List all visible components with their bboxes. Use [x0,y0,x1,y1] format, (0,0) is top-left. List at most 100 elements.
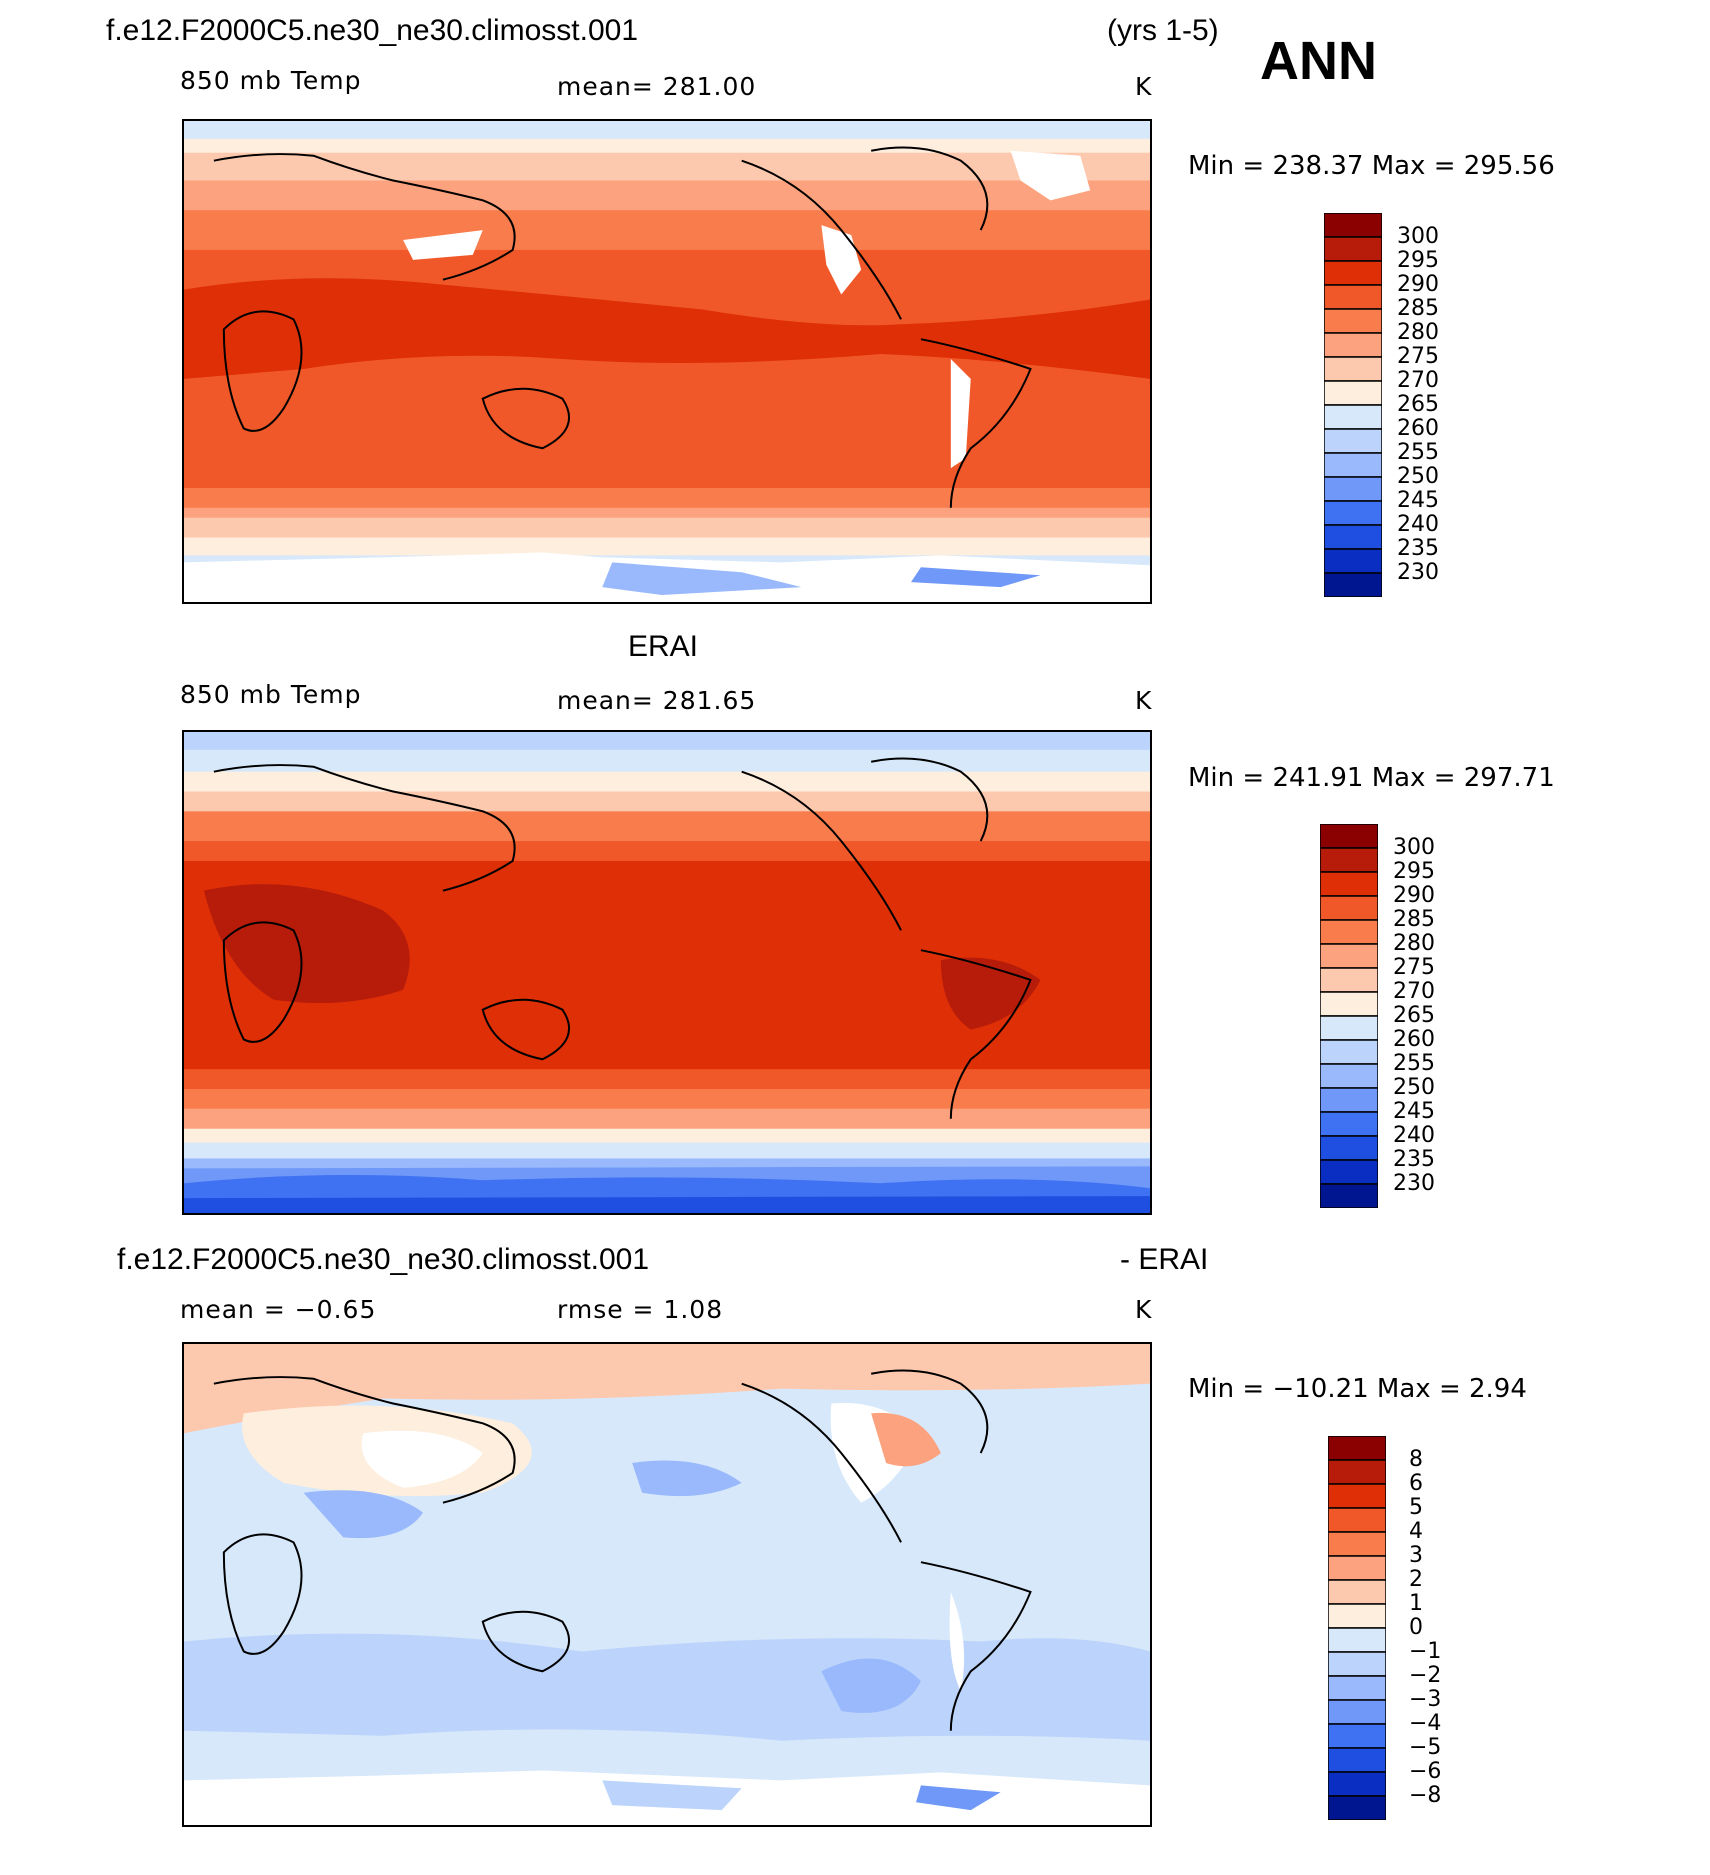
colorbar-tick-label: −2 [1409,1663,1442,1688]
colorbar-tick-label: 4 [1409,1519,1423,1544]
panel3-title-right: - ERAI [1120,1243,1209,1276]
colorbar-tick-label: 245 [1393,1099,1435,1124]
colorbar-tick-label: 295 [1393,859,1435,884]
panel1-colorbar-svg [1324,213,1382,597]
panel2-map [182,730,1152,1215]
colorbar-tick-label: 280 [1397,320,1439,345]
panel1-mean-label: mean= 281.00 [557,72,757,101]
colorbar-tick-label: 250 [1393,1075,1435,1100]
colorbar-segment [1324,213,1382,238]
colorbar-tick-label: 3 [1409,1543,1423,1568]
panel2-colorbar-svg [1320,824,1378,1208]
colorbar-tick-label: 290 [1393,883,1435,908]
colorbar-segment [1328,1483,1386,1509]
panel2-units: K [1135,686,1153,715]
colorbar-tick-label: 260 [1393,1027,1435,1052]
colorbar-segment [1320,824,1378,849]
colorbar-segment [1328,1507,1386,1533]
panel3-colorbar-svg [1328,1436,1386,1820]
colorbar-tick-label: 0 [1409,1615,1423,1640]
colorbar-segment [1320,1063,1378,1089]
colorbar-segment [1328,1747,1386,1773]
colorbar-segment [1328,1795,1386,1820]
panel1-left-label: 850 mb Temp [180,66,362,95]
colorbar-segment [1320,991,1378,1017]
colorbar-segment [1328,1771,1386,1797]
panel3-rmse-label: rmse = 1.08 [557,1295,724,1324]
panel2-left-label: 850 mb Temp [180,680,362,709]
colorbar-tick-label: 230 [1393,1171,1435,1196]
colorbar-segment [1324,404,1382,430]
colorbar-tick-label: 260 [1397,416,1439,441]
colorbar-segment [1324,236,1382,262]
colorbar-segment [1320,871,1378,897]
colorbar-tick-label: 8 [1409,1447,1423,1472]
colorbar-segment [1320,1039,1378,1065]
colorbar-tick-label: 255 [1393,1051,1435,1076]
colorbar-tick-label: 295 [1397,248,1439,273]
panel3-map [182,1342,1152,1827]
colorbar-segment [1324,356,1382,382]
colorbar-tick-label: 5 [1409,1495,1423,1520]
panel2-map-svg [184,732,1150,1213]
colorbar-segment [1328,1436,1386,1461]
colorbar-segment [1324,572,1382,597]
colorbar-segment [1324,428,1382,454]
panel3-map-svg [184,1344,1150,1825]
colorbar-tick-label: −8 [1409,1783,1442,1808]
colorbar-tick-label: 2 [1409,1567,1423,1592]
colorbar-tick-label: 300 [1393,835,1435,860]
colorbar-tick-label: 6 [1409,1471,1423,1496]
panel1-minmax: Min = 238.37 Max = 295.56 [1188,151,1555,181]
colorbar-segment [1328,1627,1386,1653]
colorbar-tick-label: 255 [1397,440,1439,465]
colorbar-tick-label: 250 [1397,464,1439,489]
colorbar-segment [1320,919,1378,945]
colorbar-segment [1320,1111,1378,1137]
panel1-map-svg [184,121,1150,602]
panel3-colorbar [1328,1436,1386,1820]
colorbar-segment [1324,524,1382,550]
colorbar-tick-label: 280 [1393,931,1435,956]
colorbar-tick-label: 245 [1397,488,1439,513]
colorbar-segment [1328,1651,1386,1677]
colorbar-segment [1320,1183,1378,1208]
colorbar-segment [1324,476,1382,502]
colorbar-segment [1328,1579,1386,1605]
colorbar-tick-label: 235 [1397,536,1439,561]
colorbar-segment [1320,1135,1378,1161]
colorbar-segment [1324,380,1382,406]
colorbar-segment [1328,1555,1386,1581]
colorbar-segment [1320,967,1378,993]
colorbar-tick-label: −4 [1409,1711,1442,1736]
colorbar-tick-label: −6 [1409,1759,1442,1784]
colorbar-tick-label: 235 [1393,1147,1435,1172]
colorbar-tick-label: −5 [1409,1735,1442,1760]
colorbar-segment [1328,1603,1386,1629]
panel3-minmax: Min = −10.21 Max = 2.94 [1188,1374,1527,1404]
colorbar-segment [1328,1699,1386,1725]
colorbar-segment [1324,308,1382,334]
colorbar-segment [1328,1675,1386,1701]
colorbar-segment [1320,1087,1378,1113]
panel2-colorbar [1320,824,1378,1208]
colorbar-tick-label: 265 [1397,392,1439,417]
colorbar-segment [1328,1531,1386,1557]
panel1-units: K [1135,72,1153,101]
colorbar-segment [1320,1015,1378,1041]
panel1-colorbar [1324,213,1382,597]
panel2-mean-label: mean= 281.65 [557,686,757,715]
colorbar-segment [1324,332,1382,358]
colorbar-tick-label: 290 [1397,272,1439,297]
colorbar-segment [1328,1723,1386,1749]
colorbar-tick-label: −3 [1409,1687,1442,1712]
colorbar-tick-label: 275 [1393,955,1435,980]
colorbar-tick-label: 300 [1397,224,1439,249]
season-label: ANN [1260,31,1377,91]
colorbar-segment [1320,1159,1378,1185]
panel3-units: K [1135,1295,1153,1324]
colorbar-segment [1320,847,1378,873]
colorbar-tick-label: 240 [1393,1123,1435,1148]
colorbar-segment [1320,895,1378,921]
colorbar-segment [1324,452,1382,478]
